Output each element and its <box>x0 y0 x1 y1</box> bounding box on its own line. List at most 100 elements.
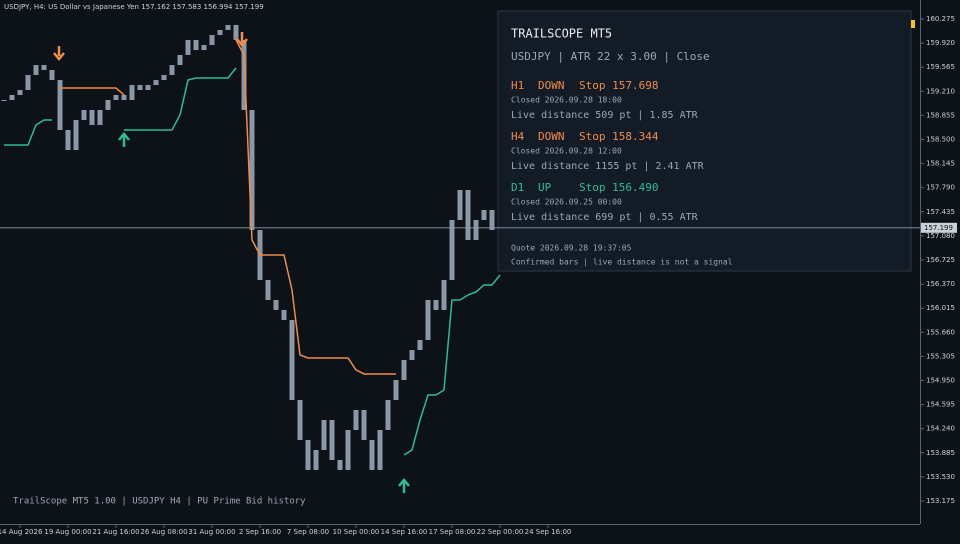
candle <box>489 209 495 230</box>
candle <box>433 299 439 310</box>
buy-arrow <box>398 478 410 493</box>
candle <box>305 439 311 470</box>
candle <box>81 109 87 121</box>
candle <box>329 420 335 460</box>
candle <box>105 99 111 110</box>
candle <box>1 99 7 101</box>
candle <box>273 299 279 310</box>
candle <box>473 220 479 240</box>
y-tick-label: 158.500 <box>926 136 955 144</box>
y-tick-label: 156.370 <box>926 280 955 288</box>
candle <box>209 35 215 46</box>
row-timeframe: H1 <box>511 79 524 92</box>
y-tick-label: 154.240 <box>926 425 955 433</box>
panel-marker <box>911 20 915 28</box>
candle <box>177 54 183 66</box>
sell-arrow <box>53 46 65 61</box>
row-live: Live distance 699 pt | 0.55 ATR <box>511 212 699 223</box>
candle <box>425 299 431 340</box>
candle <box>337 459 343 470</box>
candle <box>217 30 223 36</box>
candle <box>249 109 255 230</box>
x-tick-label: 21 Aug 16:00 <box>92 528 139 536</box>
candle <box>441 280 447 310</box>
row-stop: Stop 157.698 <box>579 79 658 92</box>
buy-arrow <box>118 132 130 147</box>
candle <box>161 75 167 81</box>
y-tick-label: 156.725 <box>926 256 955 264</box>
candle <box>393 380 399 400</box>
x-tick-label: 2 Sep 16:00 <box>239 528 281 536</box>
row-live: Live distance 509 pt | 1.85 ATR <box>511 110 699 121</box>
y-tick-label: 154.950 <box>926 376 955 384</box>
candle <box>153 80 159 85</box>
panel-subtitle: USDJPY | ATR 22 x 3.00 | Close <box>511 50 710 63</box>
candle <box>225 24 231 31</box>
candle <box>465 190 471 240</box>
trail-stop-line <box>4 67 501 456</box>
candle <box>17 90 23 95</box>
row-direction: UP <box>538 181 552 194</box>
candle <box>233 24 239 40</box>
last-price-label: 157.199 <box>924 224 953 232</box>
candle <box>25 75 31 91</box>
x-tick-label: 31 Aug 00:00 <box>188 528 235 536</box>
candle <box>241 39 247 110</box>
x-tick-label: 22 Sep 00:00 <box>477 528 524 536</box>
y-tick-label: 154.595 <box>926 401 955 409</box>
candle <box>185 39 191 55</box>
candle <box>313 450 319 470</box>
last-price-box <box>921 222 957 233</box>
y-tick-label: 155.660 <box>926 328 955 336</box>
trail-stop-line <box>60 39 396 375</box>
y-tick-label: 153.530 <box>926 473 955 481</box>
row-closed: Closed 2026.09.28 18:00 <box>511 96 622 105</box>
candle <box>385 399 391 430</box>
candle <box>353 409 359 430</box>
candle <box>377 429 383 470</box>
y-tick-label: 159.210 <box>926 87 955 95</box>
chart-header: USDJPY, H4: US Dollar vs Japanese Yen 15… <box>4 3 264 11</box>
candle <box>145 84 151 91</box>
y-tick-label: 153.175 <box>926 497 955 505</box>
candle <box>169 65 175 76</box>
candle <box>401 359 407 381</box>
candle <box>201 45 207 51</box>
x-tick-label: 14 Sep 16:00 <box>381 528 428 536</box>
quote-time: Quote 2026.09.28 19:37:05 <box>511 244 632 253</box>
candle <box>121 94 127 100</box>
y-tick-label: 156.015 <box>926 304 955 312</box>
x-tick-label: 19 Aug 00:00 <box>44 528 91 536</box>
candle <box>137 84 143 91</box>
row-stop: Stop 158.344 <box>579 130 659 143</box>
x-tick-label: 17 Sep 08:00 <box>429 528 476 536</box>
x-tick-label: 7 Sep 08:00 <box>287 528 329 536</box>
plot <box>1 24 503 470</box>
candle <box>417 339 423 351</box>
panel-note: Confirmed bars | live distance is not a … <box>511 258 733 267</box>
candle <box>345 429 351 470</box>
candle <box>33 65 39 76</box>
candle <box>41 65 47 70</box>
x-tick-label: 24 Sep 16:00 <box>525 528 572 536</box>
candle <box>65 129 71 151</box>
x-tick-label: 26 Aug 08:00 <box>140 528 187 536</box>
row-timeframe: H4 <box>511 130 525 143</box>
candle <box>481 209 487 221</box>
candle <box>361 409 367 440</box>
row-direction: DOWN <box>538 79 565 92</box>
y-tick-label: 160.275 <box>926 15 955 23</box>
candle <box>369 439 375 470</box>
row-timeframe: D1 <box>511 181 524 194</box>
y-tick-label: 158.855 <box>926 111 955 119</box>
candle <box>297 399 303 440</box>
y-tick-label: 157.435 <box>926 208 955 216</box>
y-tick-label: 153.885 <box>926 449 955 457</box>
candle <box>9 94 15 100</box>
candle <box>289 320 295 400</box>
row-closed: Closed 2026.09.28 12:00 <box>511 147 622 156</box>
sell-arrow <box>236 32 248 47</box>
candle <box>265 280 271 300</box>
candle <box>449 220 455 281</box>
row-stop: Stop 156.490 <box>579 181 658 194</box>
